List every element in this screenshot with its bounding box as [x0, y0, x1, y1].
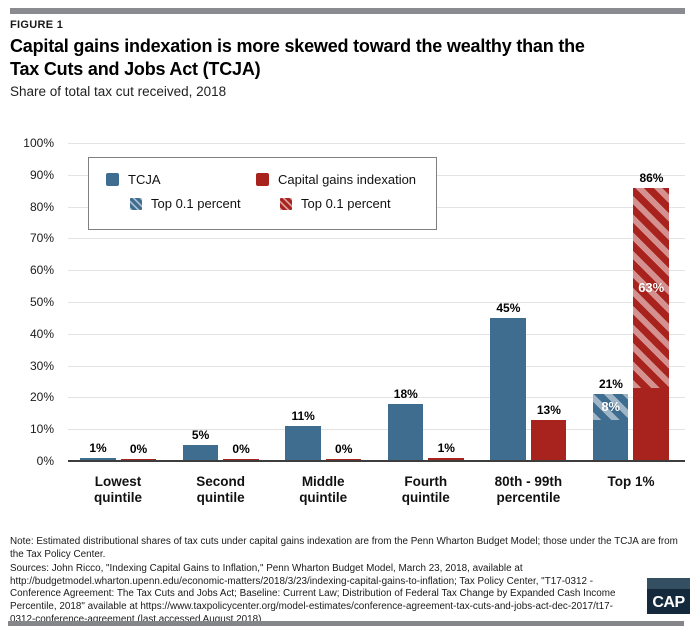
tcja-bar-1: 1%: [80, 441, 116, 461]
gridline: [68, 238, 685, 240]
chart-title-line-1: Capital gains indexation is more skewed …: [10, 36, 585, 56]
sources-text: Sources: John Ricco, "Indexing Capital G…: [10, 563, 616, 625]
bar-value-label: 5%: [191, 428, 210, 443]
legend-label-indexation: Capital gains indexation: [278, 172, 417, 187]
bar-value-label: 11%: [291, 409, 315, 424]
x-category-label: Lowest quintile: [94, 474, 142, 505]
hatched-segment-value-label: 63%: [638, 280, 665, 296]
x-category-label: Second quintile: [196, 474, 245, 505]
bar-value-label: 0%: [129, 442, 148, 456]
y-tick-label: 80%: [29, 199, 54, 214]
tcja-bar-6: 21% 8%: [592, 377, 629, 461]
y-tick-label: 30%: [29, 358, 54, 373]
gridline: [68, 397, 685, 399]
indexation-bar-5: 13%: [530, 403, 567, 461]
bar-value-label: 21%: [598, 377, 623, 392]
top-divider-bar: [10, 8, 685, 14]
y-tick-label: 10%: [29, 422, 54, 437]
gridline: [68, 333, 685, 335]
y-tick-label: 60%: [29, 263, 54, 278]
bottom-divider-bar: [8, 621, 684, 626]
cap-logo: CAP: [647, 578, 690, 614]
legend-item-tcja: TCJA: [106, 172, 256, 187]
bar-value-label: 1%: [437, 440, 455, 455]
tcja-color-swatch: [106, 173, 119, 186]
indexation-bar-6: 86% 63%: [633, 171, 669, 461]
tcja-bar-5: 45%: [490, 301, 526, 461]
bar-value-label: 45%: [496, 300, 521, 315]
x-category-label: Fourth quintile: [401, 474, 450, 505]
top01-tcja-hatched-swatch: [130, 197, 142, 210]
legend-item-indexation: Capital gains indexation: [256, 172, 426, 187]
chart-title: Capital gains indexation is more skewed …: [10, 35, 585, 81]
gridline: [68, 302, 685, 303]
chart-subtitle: Share of total tax cut received, 2018: [10, 84, 227, 99]
tcja-bar-2: 5%: [182, 428, 219, 461]
indexation-bar-4: 1%: [428, 441, 464, 461]
y-tick-label: 70%: [29, 231, 54, 246]
gridline: [68, 429, 685, 431]
bar-value-label: 0%: [232, 442, 250, 456]
legend-item-top01-tcja: Top 0.1 percent: [106, 196, 256, 211]
bar-group: 5% 0% Second quintile: [182, 143, 259, 505]
top-0-1-percent-hatched-segment: 8%: [592, 394, 629, 420]
bar-groups-layer: 1% 0% Lowest quintile 5% 0% Second quintile 11% 0…: [70, 143, 685, 505]
gridline: [68, 143, 685, 144]
x-category-label: 80th - 99th percentile: [494, 474, 563, 505]
tcja-bar-3: 11%: [285, 409, 321, 461]
x-category-label: Top 1%: [607, 474, 655, 489]
legend-label-tcja: TCJA: [128, 172, 161, 187]
gridline: [68, 270, 685, 272]
cap-logo-text: CAP: [652, 594, 685, 611]
y-tick-label: 90%: [29, 167, 54, 182]
y-tick-label: 100%: [23, 136, 54, 150]
y-axis-labels: 0% 10% 20% 30% 40% 50% 60% 70% 80% 90% 100%: [0, 136, 58, 468]
gridline: [68, 365, 685, 367]
bar-group: 1% 0% Lowest quintile: [80, 143, 156, 505]
legend-item-top01-indexation: Top 0.1 percent: [256, 196, 426, 211]
y-tick-label: 40%: [29, 326, 54, 341]
bar-value-label: 13%: [536, 402, 561, 417]
note-text: Note: Estimated distributional shares of…: [10, 536, 678, 560]
tcja-bar-4: 18%: [387, 387, 424, 461]
bar-value-label: 0%: [335, 442, 353, 456]
x-axis-baseline: [68, 460, 685, 462]
y-tick-label: 50%: [29, 295, 54, 309]
legend-label-top01-indexation: Top 0.1 percent: [301, 196, 391, 211]
bar-value-label: 1%: [89, 440, 107, 455]
chart-title-line-2: Tax Cuts and Jobs Act (TCJA): [10, 59, 261, 79]
figure-label: FIGURE 1: [10, 19, 64, 31]
top01-indexation-hatched-swatch: [280, 197, 292, 210]
bar-group: 21% 8% 86% 63% Top 1%: [592, 143, 669, 489]
x-category-label: Middle quintile: [299, 474, 348, 505]
bar-value-label: 86%: [639, 170, 664, 185]
chart-legend: TCJA Capital gains indexation Top 0.1 pe…: [88, 157, 437, 230]
y-tick-label: 20%: [29, 390, 54, 405]
bar-group: 45% 13% 80th - 99th percentile: [490, 143, 567, 505]
y-tick-label: 0%: [36, 454, 54, 468]
legend-label-top01-tcja: Top 0.1 percent: [151, 196, 241, 211]
bar-group: 18% 1% Fourth quintile: [387, 143, 464, 505]
plot-area: 1% 0% Lowest quintile 5% 0% Second quintile 11% 0…: [68, 143, 685, 505]
top-0-1-percent-hatched-segment: 63%: [633, 187, 669, 388]
indexation-color-swatch: [256, 173, 269, 186]
bar-value-label: 18%: [393, 386, 418, 401]
hatched-segment-value-label: 8%: [601, 399, 621, 415]
